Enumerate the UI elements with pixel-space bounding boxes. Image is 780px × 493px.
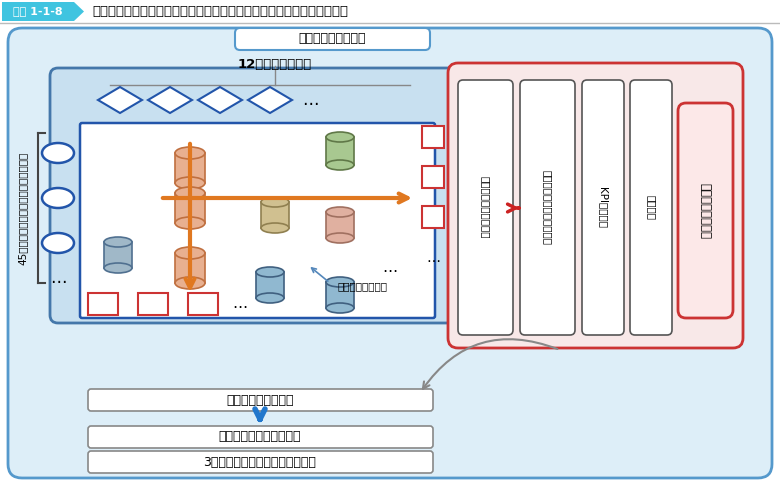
Bar xyxy=(188,293,218,315)
Text: …: … xyxy=(426,251,440,265)
Text: プログラムごとの評価: プログラムごとの評価 xyxy=(480,176,491,239)
Polygon shape xyxy=(98,87,142,113)
Ellipse shape xyxy=(104,237,132,247)
Bar xyxy=(256,272,284,298)
Ellipse shape xyxy=(326,160,354,170)
Polygon shape xyxy=(198,87,242,113)
Ellipse shape xyxy=(256,267,284,277)
Bar xyxy=(138,293,168,315)
Text: アクションプラン: アクションプラン xyxy=(699,183,711,239)
Bar xyxy=(326,212,354,238)
Ellipse shape xyxy=(175,277,205,289)
Ellipse shape xyxy=(326,277,354,287)
Text: 国土強靱化基本計画: 国土強靱化基本計画 xyxy=(298,33,366,45)
FancyBboxPatch shape xyxy=(88,426,433,448)
FancyBboxPatch shape xyxy=(678,103,733,318)
Ellipse shape xyxy=(42,143,74,163)
Bar xyxy=(422,166,444,188)
Bar xyxy=(422,206,444,228)
FancyBboxPatch shape xyxy=(448,63,743,348)
Polygon shape xyxy=(74,2,84,21)
FancyBboxPatch shape xyxy=(88,451,433,473)
Text: 施策分野ごとの推進方針: 施策分野ごとの推進方針 xyxy=(218,430,301,444)
Text: プログラムごとの推進方針: プログラムごとの推進方針 xyxy=(543,170,552,245)
Text: KPIの目標値: KPIの目標値 xyxy=(598,187,608,228)
FancyBboxPatch shape xyxy=(8,28,772,478)
Bar xyxy=(422,126,444,148)
FancyBboxPatch shape xyxy=(50,68,485,323)
Bar xyxy=(2,2,74,21)
FancyBboxPatch shape xyxy=(520,80,575,335)
Bar xyxy=(88,293,118,315)
Ellipse shape xyxy=(175,217,205,229)
Ellipse shape xyxy=(261,223,289,233)
Text: 主要施策: 主要施策 xyxy=(646,195,656,220)
Ellipse shape xyxy=(175,177,205,189)
Ellipse shape xyxy=(256,293,284,303)
Text: 関係府省庁の施策: 関係府省庁の施策 xyxy=(338,281,388,291)
Ellipse shape xyxy=(104,263,132,273)
Text: 施策分野ごとの評価: 施策分野ごとの評価 xyxy=(226,393,294,407)
Ellipse shape xyxy=(261,197,289,207)
Text: 3つの横断的施策分野の推進方針: 3つの横断的施策分野の推進方針 xyxy=(204,456,317,468)
FancyBboxPatch shape xyxy=(582,80,624,335)
Bar xyxy=(175,193,205,223)
Ellipse shape xyxy=(326,303,354,313)
Bar xyxy=(175,153,205,183)
Text: 45の「起きてはならない最悪の事態」: 45の「起きてはならない最悪の事態」 xyxy=(18,151,28,265)
Text: …: … xyxy=(232,296,247,312)
FancyBboxPatch shape xyxy=(458,80,513,335)
Polygon shape xyxy=(148,87,192,113)
Ellipse shape xyxy=(326,233,354,243)
Bar xyxy=(0,0,780,23)
Ellipse shape xyxy=(175,147,205,159)
Ellipse shape xyxy=(175,247,205,259)
FancyBboxPatch shape xyxy=(235,28,430,50)
Text: …: … xyxy=(382,260,398,276)
Bar xyxy=(104,242,132,268)
Ellipse shape xyxy=(326,132,354,142)
Ellipse shape xyxy=(175,187,205,199)
Text: …: … xyxy=(50,269,66,287)
Polygon shape xyxy=(248,87,292,113)
Text: …: … xyxy=(302,91,318,109)
Bar xyxy=(261,202,289,228)
Ellipse shape xyxy=(326,207,354,217)
Bar xyxy=(326,137,354,165)
FancyBboxPatch shape xyxy=(80,123,435,318)
Ellipse shape xyxy=(42,233,74,253)
Ellipse shape xyxy=(42,188,74,208)
Text: 脆弱性評価の結果と国土強靱化基本計画及びアクションプランとの関係: 脆弱性評価の結果と国土強靱化基本計画及びアクションプランとの関係 xyxy=(92,5,348,18)
FancyBboxPatch shape xyxy=(630,80,672,335)
Text: 図表 1-1-8: 図表 1-1-8 xyxy=(13,6,63,16)
Text: 12の個別施策分野: 12の個別施策分野 xyxy=(238,59,312,71)
Bar xyxy=(326,282,354,308)
FancyBboxPatch shape xyxy=(88,389,433,411)
Bar xyxy=(175,253,205,283)
